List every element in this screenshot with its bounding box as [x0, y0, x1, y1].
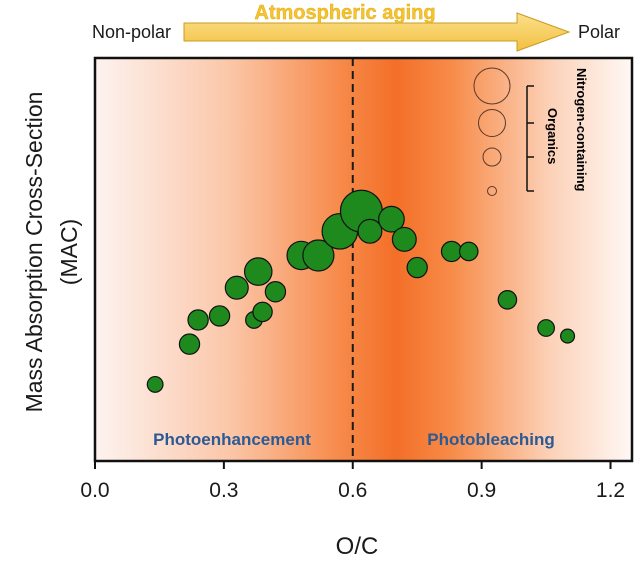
y-axis-label-line1: Mass Absorption Cross-Section	[21, 92, 47, 413]
data-point-13	[357, 218, 383, 244]
size-legend	[473, 67, 534, 196]
x-tick-label-1: 0.3	[209, 479, 238, 502]
region-label-photoenhancement: Photoenhancement	[153, 430, 311, 449]
data-points	[146, 189, 576, 393]
arrow-left-label: Non-polar	[92, 22, 171, 42]
data-point-7	[252, 301, 273, 323]
x-tick-label-3: 0.9	[467, 479, 496, 502]
aging-arrow: Non-polar Atmospheric aging Polar	[92, 2, 620, 52]
x-axis-label: O/C	[336, 533, 379, 560]
aging-arrow-shape	[183, 12, 571, 52]
data-point-10	[302, 239, 335, 272]
x-tick-label-2: 0.6	[338, 479, 367, 502]
plot-background	[95, 58, 632, 461]
x-axis: 0.0 0.3 0.6 0.9 1.2	[80, 461, 625, 502]
legend-circle-2	[482, 147, 502, 167]
data-point-18	[458, 241, 479, 262]
y-axis-label-line2: (MAC)	[56, 219, 82, 285]
arrow-center-label: Atmospheric aging	[254, 2, 435, 24]
data-point-6	[243, 257, 273, 286]
region-label-photobleaching: Photobleaching	[427, 430, 555, 449]
data-point-17	[440, 240, 463, 263]
legend-label-line1: Nitrogen-containing	[574, 68, 589, 192]
data-point-4	[224, 275, 249, 300]
data-point-2	[187, 309, 209, 331]
data-point-14	[378, 205, 405, 233]
data-point-20	[537, 319, 555, 337]
data-point-1	[178, 333, 201, 355]
data-point-0	[146, 375, 164, 393]
data-point-15	[391, 226, 417, 252]
data-point-16	[406, 256, 428, 279]
legend-label-line2: Organics	[545, 108, 560, 164]
legend-circle-1	[478, 109, 506, 137]
legend-circle-0	[473, 67, 511, 105]
data-point-3	[208, 305, 231, 327]
data-point-21	[560, 328, 576, 344]
x-tick-label-0: 0.0	[80, 479, 109, 502]
arrow-right-label: Polar	[578, 22, 620, 42]
legend-circle-3	[487, 186, 497, 196]
data-point-8	[264, 281, 287, 303]
data-point-19	[497, 289, 518, 310]
plot-frame	[93, 56, 634, 463]
x-tick-label-4: 1.2	[596, 479, 625, 502]
